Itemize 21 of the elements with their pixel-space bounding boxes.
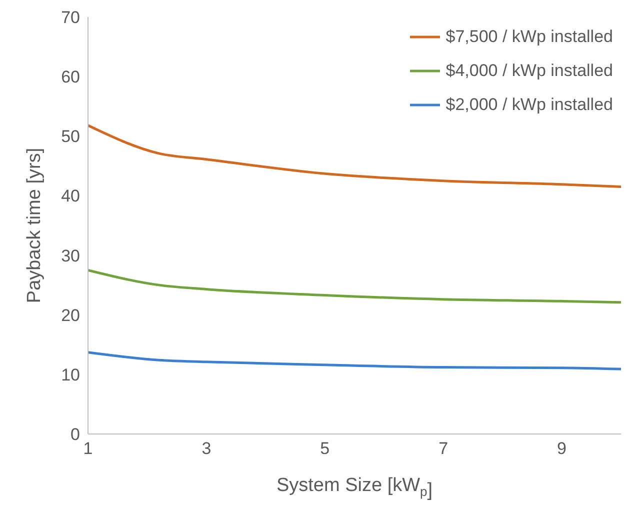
y-axis-title: Payback time [yrs]	[24, 148, 45, 304]
y-tick-label: 10	[61, 365, 80, 384]
legend-label: $4,000 / kWp installed	[446, 61, 613, 81]
y-tick-label: 30	[61, 246, 80, 266]
x-tick-label: 9	[557, 439, 567, 458]
y-tick-label: 0	[70, 425, 80, 444]
x-tick-label: 3	[202, 439, 212, 458]
y-tick-label: 60	[61, 68, 80, 87]
x-tick-label: 5	[320, 439, 330, 458]
y-tick-label: 50	[61, 127, 80, 146]
x-tick-label: 1	[83, 439, 93, 458]
line-series	[88, 124, 621, 188]
line-series	[88, 268, 621, 304]
legend-label: $7,500 / kWp installed	[446, 27, 613, 47]
legend-label: $2,000 / kWp installed	[446, 95, 613, 115]
x-tick-label: 7	[438, 439, 448, 458]
y-tick-label: 40	[61, 186, 80, 206]
line-series	[88, 351, 621, 370]
y-tick-label: 70	[61, 8, 80, 28]
y-tick-label: 20	[61, 306, 80, 325]
x-axis-title: System Size [kW$_{p}$]	[276, 475, 433, 501]
